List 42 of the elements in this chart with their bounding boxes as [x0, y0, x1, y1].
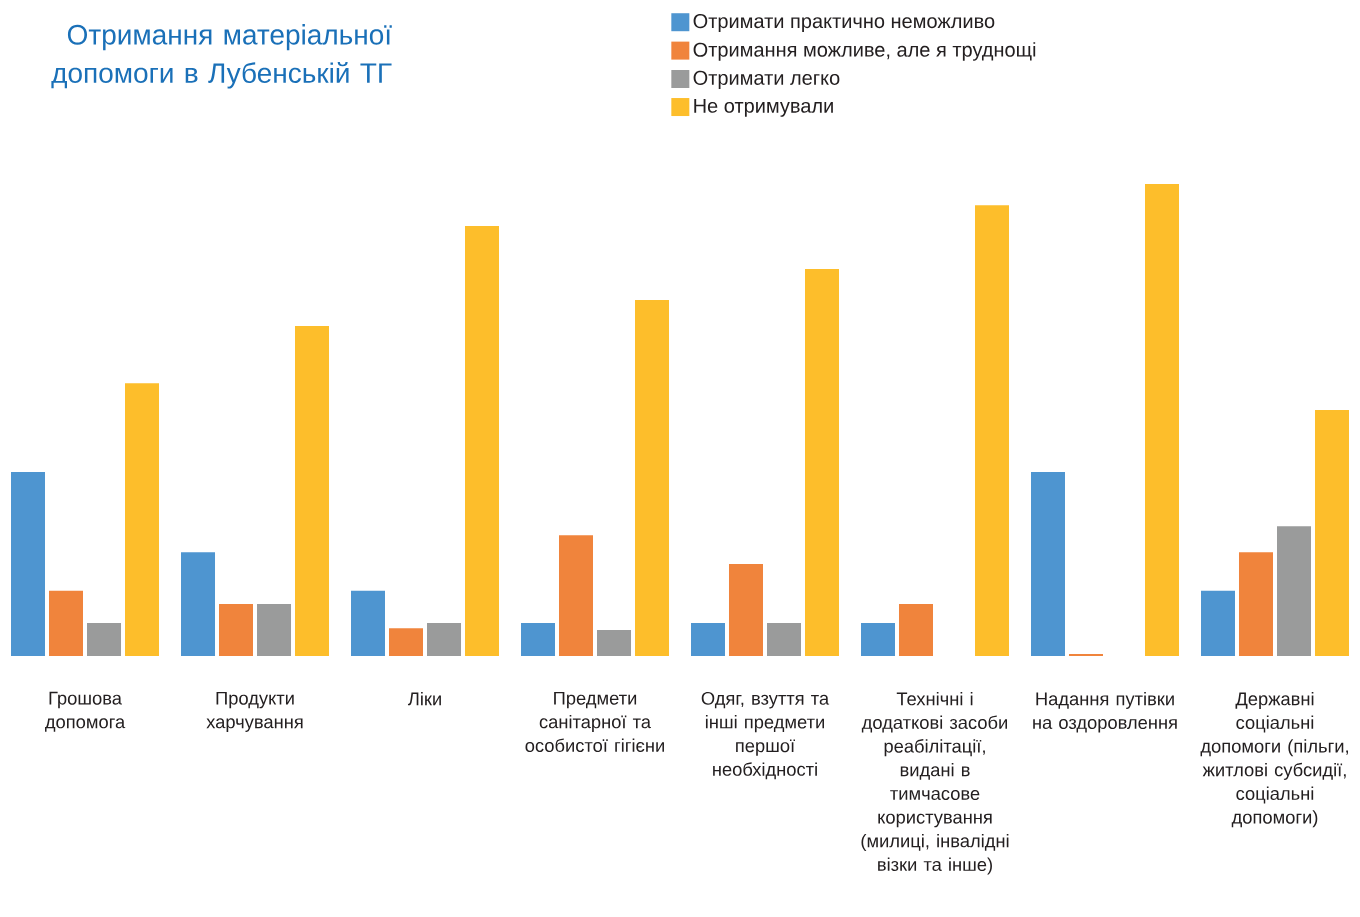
bar: [1238, 552, 1273, 656]
bar: [389, 628, 423, 656]
bar: [767, 622, 802, 656]
bar: [465, 225, 499, 656]
x-tick-label: Грошова допомога: [45, 691, 126, 732]
legend-label: Отримання можливе, але я труднощі: [693, 42, 1036, 61]
x-tick-label: Одяг, взуття та інші предмети першої необхідності: [701, 691, 830, 780]
bar: [1315, 410, 1349, 656]
x-tick-label: Надання путівки на оздоровлення: [1033, 691, 1177, 733]
bar: [691, 622, 725, 656]
bar: [597, 630, 632, 656]
x-tick-label: Ліки: [407, 691, 441, 706]
legend-label: Отримати легко: [693, 70, 840, 89]
x-tick-label: Технічні і додаткові засоби реабілітації, видані в тимчасове користування (милиці, інвалідні візки та інше): [861, 691, 1009, 875]
x-tick-label: Предмети санітарної та особистої гігієни: [525, 691, 664, 752]
bar: [975, 205, 1009, 656]
legend-label: Отримати практично неможливо: [693, 13, 995, 33]
bar: [1201, 590, 1235, 656]
bar: [87, 622, 122, 656]
x-tick-label: Продукти харчування: [206, 691, 303, 732]
bar: [1277, 526, 1312, 656]
legend-label: Не отримували: [694, 98, 833, 117]
bar: [351, 590, 385, 656]
bar: [1031, 471, 1065, 656]
bar: [427, 622, 462, 656]
bar: [257, 604, 292, 656]
x-tick-label: Державні соціальні допомоги (пільги, житлові субсидії, соціальні допомоги): [1200, 691, 1348, 828]
bar: [49, 590, 83, 656]
bar: [521, 622, 556, 656]
bar: [861, 622, 895, 656]
bar: [125, 383, 159, 656]
bar: [295, 326, 330, 656]
bar: [559, 535, 593, 656]
chart-title: Отримання матеріальної допомоги в Лубенській ТГ: [51, 24, 392, 89]
bar: [181, 552, 216, 656]
bar: [899, 604, 933, 656]
bar: [219, 604, 253, 656]
bar: [805, 268, 839, 656]
bar: [11, 471, 46, 656]
bar: [635, 300, 669, 656]
bar: [1145, 183, 1179, 656]
bar: [728, 563, 763, 656]
